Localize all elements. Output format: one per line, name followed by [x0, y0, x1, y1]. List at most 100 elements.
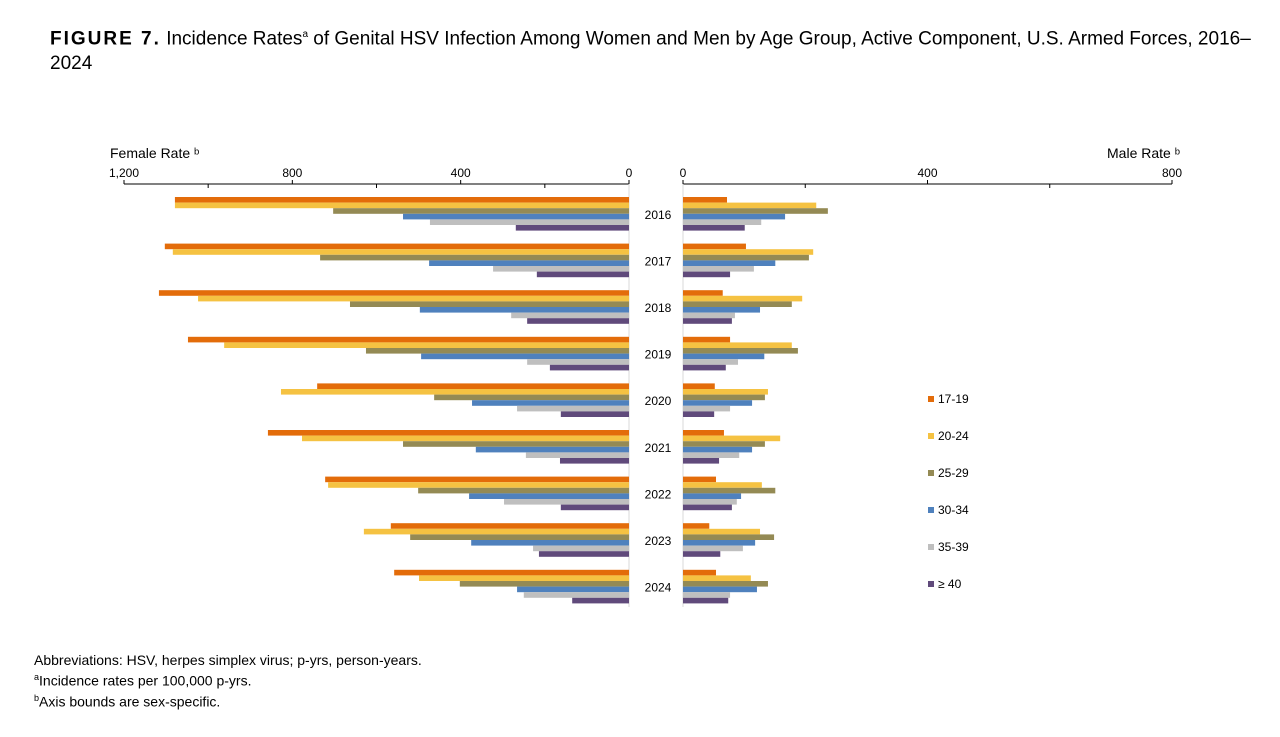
female-bar-2024-25-29	[459, 581, 629, 587]
female-bar-2021-20-24	[302, 435, 629, 442]
male-bar-2018-17-19	[683, 290, 723, 296]
abbreviations-note: Abbreviations: HSV, herpes simplex virus…	[34, 652, 422, 668]
female-bar-2024-35-39	[523, 592, 629, 598]
female-bar-2022-20-24	[328, 482, 629, 488]
legend-label: 20-24	[938, 429, 969, 443]
male-bar-2018-35-39	[683, 312, 735, 319]
male-bar-2023-30-34	[683, 540, 756, 546]
female-bar-2020-≥ 40	[560, 411, 629, 417]
male-bar-2016-25-29	[683, 208, 828, 214]
male-bar-2023-17-19	[683, 523, 710, 529]
legend-swatch	[928, 470, 934, 476]
female-bar-2020-30-34	[472, 400, 629, 406]
male-bar-2017-17-19	[683, 243, 746, 250]
female-bar-2023-20-24	[363, 528, 629, 535]
female-tick-label: 1,200	[109, 166, 139, 180]
male-bar-2016-30-34	[683, 213, 786, 220]
figure-title: FIGURE 7. Incidence Ratesa of Genital HS…	[50, 22, 1260, 76]
footnotes: Abbreviations: HSV, herpes simplex virus…	[34, 652, 422, 710]
male-bar-2022-35-39	[683, 499, 737, 505]
female-bar-2017-35-39	[493, 266, 629, 272]
male-tick-label: 0	[680, 166, 687, 180]
male-bar-2018-20-24	[683, 295, 803, 302]
male-bar-2019-≥ 40	[683, 364, 726, 371]
female-bar-2022-35-39	[504, 499, 629, 505]
male-bar-2019-35-39	[683, 359, 739, 365]
male-bar-2017-≥ 40	[683, 271, 731, 278]
male-bar-2019-20-24	[683, 342, 792, 348]
male-bar-2019-30-34	[683, 353, 765, 360]
female-bar-2021-30-34	[475, 446, 629, 453]
male-bar-2021-35-39	[683, 452, 740, 458]
male-bar-2019-25-29	[683, 348, 798, 354]
male-bar-2018-30-34	[683, 307, 761, 313]
male-bar-2020-≥ 40	[683, 411, 715, 417]
male-bar-2023-25-29	[683, 534, 775, 540]
footnote-a-text: Incidence rates per 100,000 p-yrs.	[39, 672, 252, 689]
female-tick-label: 400	[451, 166, 471, 180]
male-bar-2024-35-39	[683, 592, 731, 598]
female-bar-2016-≥ 40	[515, 225, 629, 231]
year-label: 2022	[645, 487, 672, 501]
female-bar-2016-20-24	[174, 202, 629, 209]
male-bar-2017-25-29	[683, 254, 809, 261]
female-bar-2019-35-39	[527, 359, 629, 365]
legend-label: ≥ 40	[938, 577, 962, 591]
female-bar-2023-17-19	[390, 523, 629, 529]
male-bar-2022-30-34	[683, 493, 742, 499]
footnote-a-mark: a	[34, 672, 40, 682]
male-bar-2020-35-39	[683, 405, 731, 412]
male-bar-2021-20-24	[683, 435, 781, 442]
male-bar-2022-≥ 40	[683, 504, 732, 511]
legend-label: 35-39	[938, 540, 969, 554]
legend-swatch	[928, 581, 934, 587]
male-bar-2020-20-24	[683, 389, 768, 395]
male-bar-2023-20-24	[683, 528, 761, 535]
male-bar-2016-17-19	[683, 197, 728, 203]
female-bar-2024-30-34	[517, 586, 629, 593]
male-bar-2024-25-29	[683, 581, 768, 587]
female-bar-2016-35-39	[429, 219, 629, 225]
male-bar-2016-≥ 40	[683, 225, 745, 231]
male-bar-2020-17-19	[683, 383, 715, 389]
male-bar-2016-20-24	[683, 202, 817, 209]
legend-swatch	[928, 396, 934, 402]
female-bar-2023-35-39	[533, 545, 629, 552]
female-bar-2020-20-24	[280, 389, 629, 395]
title-text-before: Incidence Rates	[166, 28, 303, 50]
female-bar-2019-30-34	[421, 353, 629, 360]
male-bar-2024-30-34	[683, 586, 757, 593]
male-bar-2017-35-39	[683, 266, 754, 272]
year-label: 2016	[645, 208, 672, 222]
female-bar-2018-≥ 40	[527, 318, 629, 324]
male-bar-2023-35-39	[683, 545, 743, 552]
year-label: 2021	[645, 441, 672, 455]
male-bar-2021-25-29	[683, 441, 765, 447]
male-bar-2024-20-24	[683, 575, 751, 581]
female-bar-2019-25-29	[365, 348, 629, 354]
female-bar-2018-17-19	[158, 290, 629, 296]
male-bar-2017-30-34	[683, 260, 776, 266]
female-axis-title: Female Rate ᵇ	[110, 145, 199, 161]
female-bar-2018-30-34	[419, 307, 629, 313]
male-bar-2018-25-29	[683, 301, 792, 307]
female-bar-2018-35-39	[511, 312, 629, 319]
footnote-b-text: Axis bounds are sex-specific.	[39, 693, 221, 710]
female-bar-2022-25-29	[418, 487, 629, 494]
legend-swatch	[928, 507, 934, 513]
year-label: 2020	[645, 394, 672, 408]
female-bar-2016-17-19	[174, 197, 629, 203]
female-bar-2020-17-19	[317, 383, 629, 389]
female-bar-2016-25-29	[333, 208, 629, 214]
female-bar-2018-25-29	[349, 301, 629, 307]
male-bar-2017-20-24	[683, 249, 814, 255]
male-bar-2018-≥ 40	[683, 318, 732, 324]
footnote-a: aIncidence rates per 100,000 p-yrs.	[34, 669, 422, 690]
male-bar-2019-17-19	[683, 336, 731, 343]
female-bar-2018-20-24	[198, 295, 630, 302]
female-bar-2017-17-19	[164, 243, 629, 250]
male-bar-2016-35-39	[683, 219, 762, 225]
female-bar-2023-30-34	[471, 540, 629, 546]
male-bar-2021-30-34	[683, 446, 753, 453]
